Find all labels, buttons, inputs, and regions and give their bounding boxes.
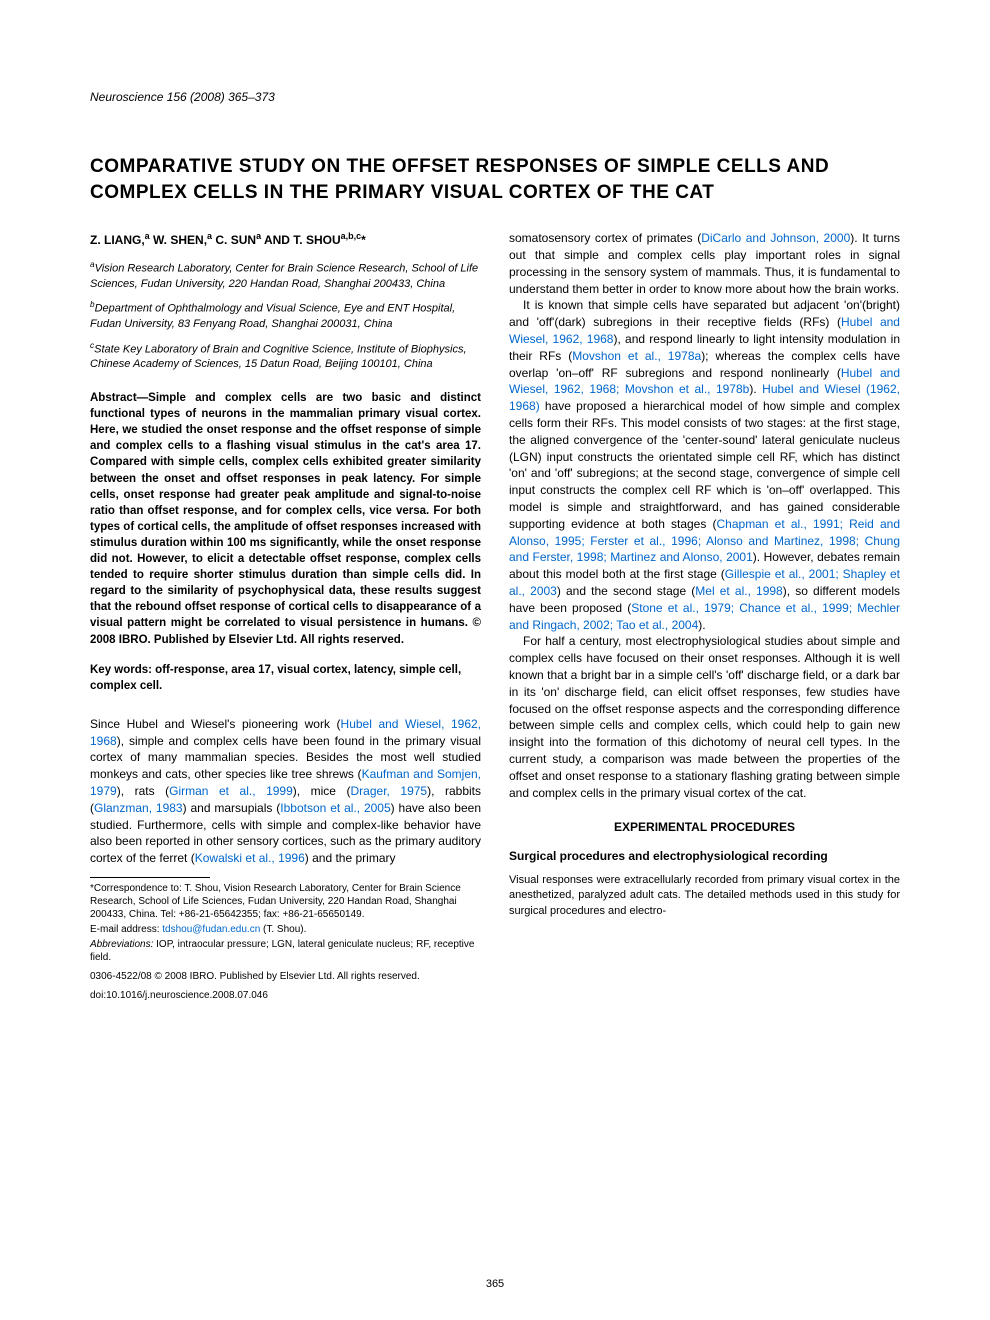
footnote-abbreviations: Abbreviations: IOP, intraocular pressure…: [90, 938, 481, 964]
subsection-heading-surgical: Surgical procedures and electrophysiolog…: [509, 848, 900, 865]
left-column: Z. LIANG,a W. SHEN,a C. SUNa AND T. SHOU…: [90, 230, 481, 1002]
right-paragraph-3: For half a century, most electrophysiolo…: [509, 633, 900, 801]
page-number: 365: [486, 1278, 504, 1290]
authors-line: Z. LIANG,a W. SHEN,a C. SUNa AND T. SHOU…: [90, 230, 481, 249]
affiliation-a: aVision Research Laboratory, Center for …: [90, 259, 481, 291]
doi-line: doi:10.1016/j.neuroscience.2008.07.046: [90, 989, 481, 1002]
footnote-correspondence: *Correspondence to: T. Shou, Vision Rese…: [90, 882, 481, 921]
keywords-line: Key words: off-response, area 17, visual…: [90, 662, 481, 694]
right-paragraph-1: somatosensory cortex of primates (DiCarl…: [509, 230, 900, 297]
right-paragraph-4: Visual responses were extracellularly re…: [509, 873, 900, 919]
two-column-layout: Z. LIANG,a W. SHEN,a C. SUNa AND T. SHOU…: [90, 230, 900, 1002]
intro-paragraph-left: Since Hubel and Wiesel's pioneering work…: [90, 716, 481, 867]
right-paragraph-2: It is known that simple cells have separ…: [509, 297, 900, 633]
footnote-separator: [90, 877, 210, 878]
affiliation-c: cState Key Laboratory of Brain and Cogni…: [90, 340, 481, 372]
article-title: COMPARATIVE STUDY ON THE OFFSET RESPONSE…: [90, 154, 900, 205]
section-heading-experimental: EXPERIMENTAL PROCEDURES: [509, 819, 900, 836]
copyright-line: 0306-4522/08 © 2008 IBRO. Published by E…: [90, 970, 481, 983]
footnote-email: E-mail address: tdshou@fudan.edu.cn (T. …: [90, 923, 481, 936]
abstract-text: Abstract—Simple and complex cells are tw…: [90, 390, 481, 648]
affiliation-b: bDepartment of Ophthalmology and Visual …: [90, 299, 481, 331]
journal-header: Neuroscience 156 (2008) 365–373: [90, 90, 900, 104]
right-column: somatosensory cortex of primates (DiCarl…: [509, 230, 900, 1002]
